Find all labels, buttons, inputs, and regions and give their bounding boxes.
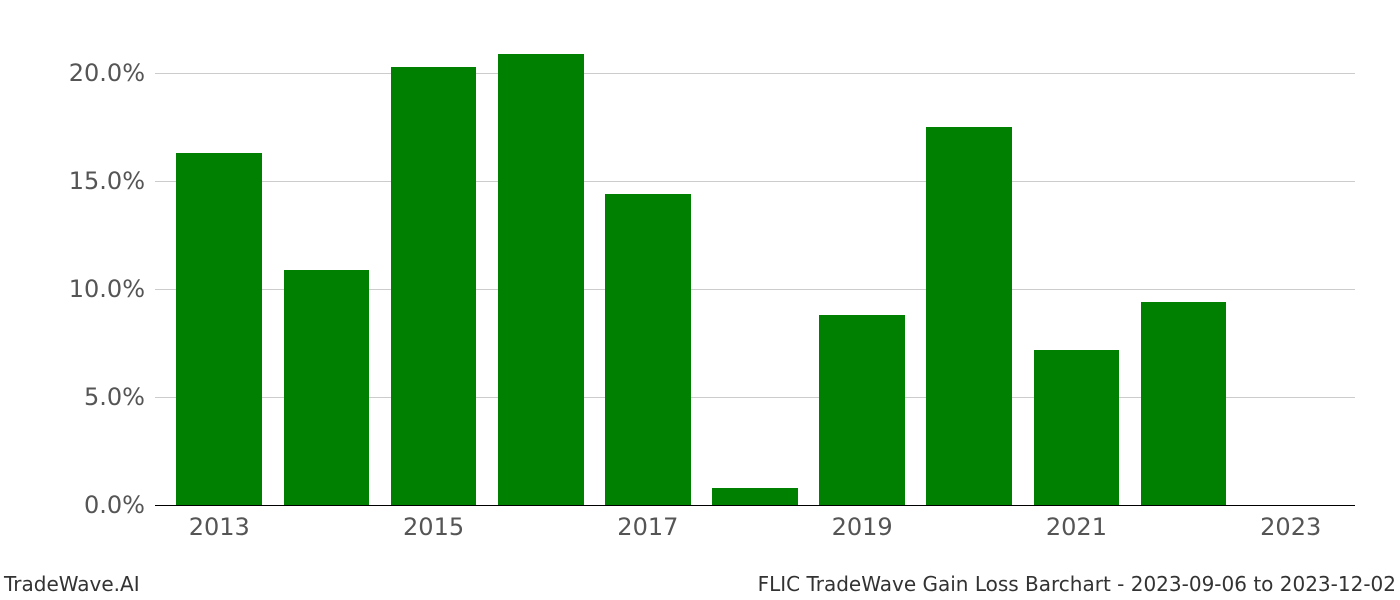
bar xyxy=(819,315,905,505)
x-tick-label: 2015 xyxy=(403,505,464,541)
bar xyxy=(1034,350,1120,505)
bar xyxy=(712,488,798,505)
y-gridline xyxy=(155,181,1355,182)
x-tick-label: 2021 xyxy=(1046,505,1107,541)
y-gridline xyxy=(155,505,1355,506)
y-tick-label: 15.0% xyxy=(69,167,155,195)
x-tick-label: 2019 xyxy=(832,505,893,541)
bar xyxy=(284,270,370,505)
y-tick-label: 20.0% xyxy=(69,59,155,87)
x-tick-label: 2023 xyxy=(1260,505,1321,541)
y-gridline xyxy=(155,73,1355,74)
bar xyxy=(391,67,477,505)
footer-left-branding: TradeWave.AI xyxy=(4,572,140,596)
bar xyxy=(1141,302,1227,505)
x-tick-label: 2017 xyxy=(617,505,678,541)
y-tick-label: 5.0% xyxy=(84,383,155,411)
bar xyxy=(176,153,262,505)
footer-right-caption: FLIC TradeWave Gain Loss Barchart - 2023… xyxy=(758,572,1396,596)
bar xyxy=(498,54,584,505)
x-tick-label: 2013 xyxy=(189,505,250,541)
bar xyxy=(605,194,691,505)
plot-area: 0.0%5.0%10.0%15.0%20.0%20132015201720192… xyxy=(155,30,1355,505)
gain-loss-barchart: 0.0% 5.0% 10.0% 15.0% 20.0% 2013 2015 2017 2019 2… xyxy=(0,0,1400,600)
y-tick-label: 0.0% xyxy=(84,491,155,519)
bar xyxy=(926,127,1012,505)
y-tick-label: 10.0% xyxy=(69,275,155,303)
